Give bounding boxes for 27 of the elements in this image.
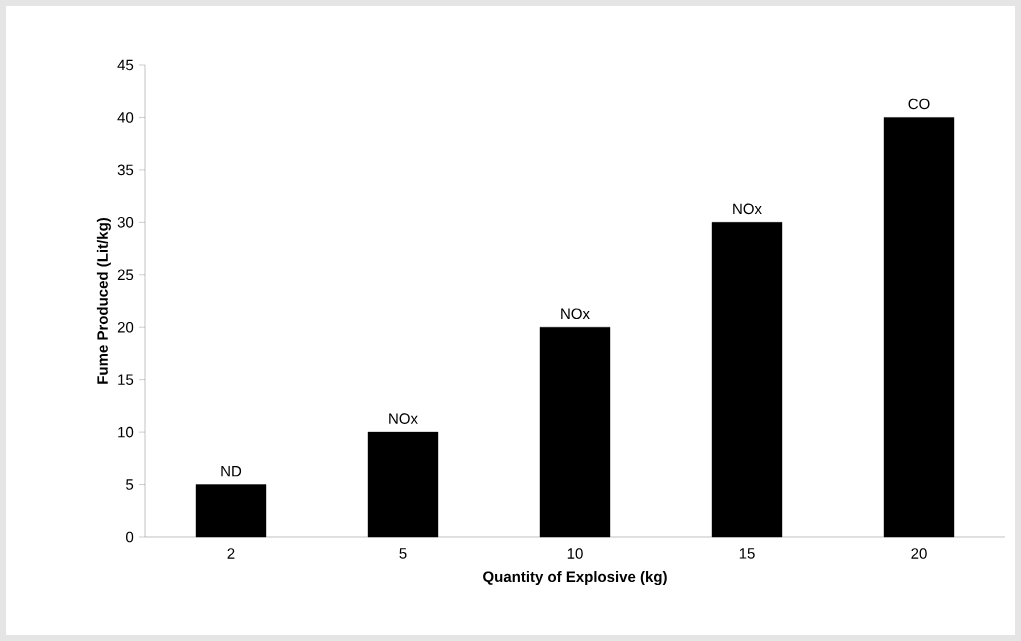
y-tick-label: 35 xyxy=(117,164,134,176)
y-tick-label: 25 xyxy=(117,269,134,281)
y-tick-label: 40 xyxy=(117,112,134,123)
y-tick-label: 30 xyxy=(117,217,134,228)
x-axis-title: Quantity of Explosive (kg) xyxy=(483,571,667,586)
data-label: NOx xyxy=(561,308,590,320)
data-label: CO xyxy=(908,98,930,110)
y-tick-label: 45 xyxy=(117,59,134,71)
y-tick-label: 5 xyxy=(126,479,134,490)
data-label: ND xyxy=(221,466,242,477)
x-tick-label: 2 xyxy=(227,548,235,559)
x-tick-label: 20 xyxy=(911,548,927,559)
bar xyxy=(883,117,955,538)
bar xyxy=(367,431,439,538)
y-tick-label: 0 xyxy=(126,531,134,543)
y-tick-label: 20 xyxy=(117,321,134,333)
bar xyxy=(711,222,783,538)
bar xyxy=(195,484,267,538)
x-tick-label: 15 xyxy=(739,548,755,559)
y-tick-label: 15 xyxy=(118,374,134,385)
data-label: NOx xyxy=(733,203,762,215)
x-tick-label: 10 xyxy=(567,548,583,559)
data-label: NOx xyxy=(389,413,418,424)
bar xyxy=(539,327,611,538)
x-tick-label: 5 xyxy=(399,548,407,559)
y-tick-label: 10 xyxy=(118,426,134,438)
y-axis-title: Fume Produced (Lit/kg) xyxy=(96,218,111,384)
